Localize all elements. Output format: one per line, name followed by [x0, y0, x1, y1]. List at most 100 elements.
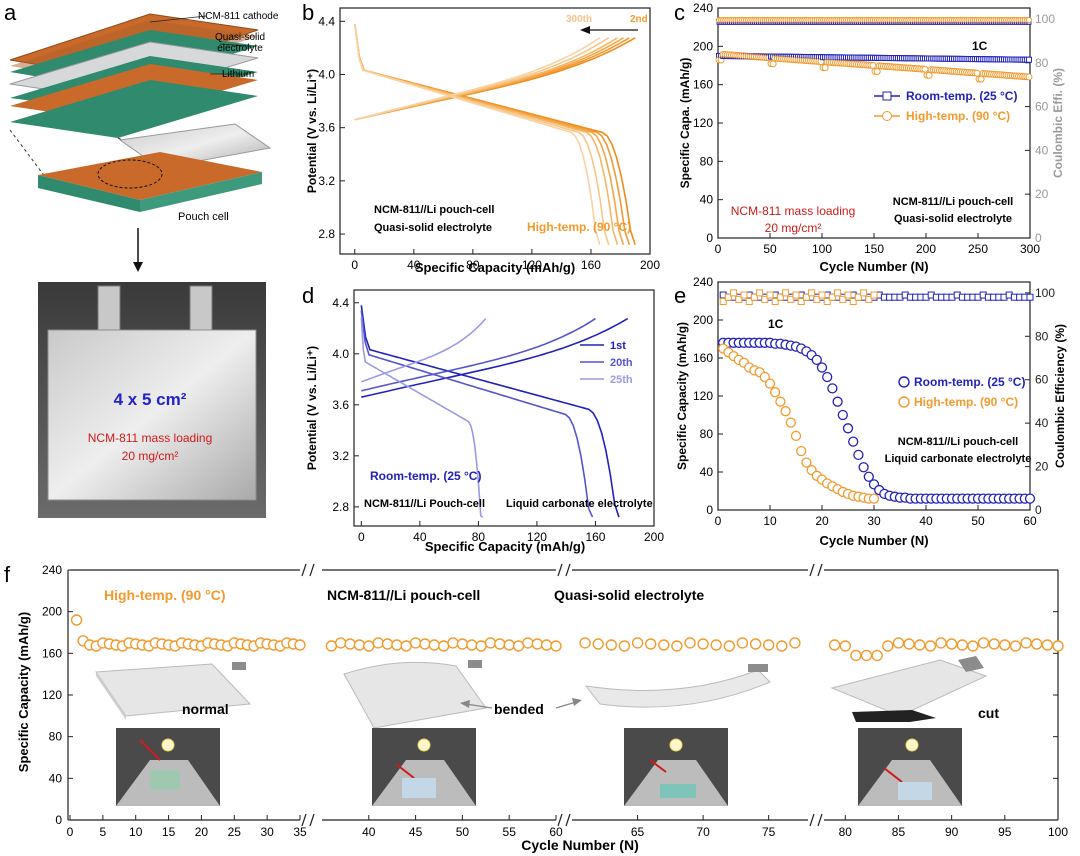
capacity-point — [522, 637, 534, 649]
capacity-point — [645, 638, 657, 650]
legend-d: 1st 20th 25th — [580, 340, 633, 386]
legend-d-20th: 20th — [610, 357, 633, 369]
y2-tick-label: 80 — [1035, 329, 1049, 343]
x-tick-label: 35 — [293, 825, 307, 839]
capacity-point — [828, 639, 841, 651]
axis-break — [557, 563, 563, 577]
rate-label-c: 1C — [972, 39, 988, 53]
x-tick-label: 120 — [522, 258, 542, 272]
capacity-point — [381, 638, 394, 650]
x-tick-label: 30 — [260, 825, 274, 839]
x-tick-label: 50 — [456, 825, 470, 839]
cell-normal-illustration — [95, 662, 252, 720]
x-tick-label: 30 — [867, 514, 881, 528]
x-tick-label: 20 — [195, 825, 209, 839]
room-capacity-point — [1024, 493, 1036, 504]
legend-d-1st: 1st — [610, 340, 626, 352]
capacity-point — [749, 638, 762, 650]
axes-frame-d — [353, 289, 655, 527]
x-tick-label: 80 — [839, 825, 853, 839]
x-tick-label: 40 — [362, 825, 376, 839]
capacity-point — [999, 639, 1011, 651]
xlabel-b: Specific Capacity (mAh/g) — [415, 260, 575, 275]
capacity-point — [475, 640, 487, 652]
y-tick-label: 2.8 — [332, 500, 349, 514]
label-bended: bended — [494, 701, 544, 717]
capacity-point — [1041, 639, 1054, 651]
annotation-f-electrolyte: Quasi-solid electrolyte — [554, 587, 704, 603]
y-tick-label: 240 — [42, 563, 62, 577]
annotation-b-temp: High-temp. (90 °C) — [527, 220, 631, 234]
x-tick-label: 25 — [228, 825, 242, 839]
y-tick-label: 0 — [706, 231, 713, 245]
capacity-point — [1009, 640, 1022, 652]
high-ce-point — [823, 298, 831, 306]
y-tick-label: 80 — [700, 427, 714, 441]
panel-letter-a: a — [4, 0, 17, 25]
capacity-point — [428, 639, 440, 651]
electrolyte-layer-3 — [10, 80, 258, 138]
left-arrow-icon — [580, 26, 590, 34]
y-tick-label: 120 — [693, 389, 713, 403]
markers-c — [715, 16, 1033, 83]
high-ce-point — [854, 293, 862, 301]
x-tick-label: 0 — [351, 258, 358, 272]
capacity-point — [789, 637, 801, 649]
high-capacity-point — [770, 387, 781, 398]
axes-frame-b — [339, 7, 651, 255]
capacity-point — [1052, 640, 1064, 652]
x-tick-label: 40 — [413, 530, 427, 544]
y-tick-label: 240 — [693, 1, 713, 15]
annotation-f-cell: NCM-811//Li pouch-cell — [327, 587, 480, 603]
charge-curve-d — [361, 317, 629, 398]
capacity-point — [631, 637, 644, 649]
pouch-cathode — [38, 152, 262, 200]
capacity-point — [935, 637, 947, 649]
high-capacity-point — [780, 406, 791, 417]
high-ce-point — [849, 298, 857, 306]
legend-d-25th: 25th — [610, 374, 633, 386]
high-capacity-point — [790, 430, 802, 442]
x-tick-label: 40 — [407, 258, 421, 272]
capacity-point — [400, 640, 412, 652]
label-cut: cut — [978, 705, 999, 721]
y2-tick-label: 20 — [1035, 460, 1049, 474]
y2-tick-label: 0 — [1035, 231, 1042, 245]
led-photo-3 — [624, 728, 728, 806]
high-ce-point — [1025, 16, 1033, 24]
capacity-point — [372, 637, 384, 649]
ylabel-d: Potential (V vs. Li/Li⁺) — [305, 346, 319, 470]
x-tick-label: 200 — [916, 242, 936, 256]
legend-b-300th: 300th — [566, 14, 592, 25]
x-tick-label: 50 — [763, 242, 777, 256]
axis-ticks-c: 0 50 100 150 200 250 3000408012016020024002040… — [693, 1, 1055, 256]
legend-e-room: Room-temp. (25 °C) — [914, 375, 1025, 389]
high-capacity-point — [759, 371, 770, 383]
x-tick-label: 100 — [1048, 825, 1068, 839]
room-capacity-point — [827, 383, 838, 394]
high-ce-point — [724, 293, 732, 301]
x-tick-label: 160 — [585, 530, 605, 544]
axis-break — [809, 563, 815, 577]
y2-tick-label: 20 — [1035, 187, 1049, 201]
annotation-e-cell: NCM-811//Li pouch-cell — [898, 436, 1018, 448]
capacity-point — [550, 640, 562, 652]
charge-curve-d — [361, 318, 487, 383]
high-ce-point — [808, 289, 816, 297]
high-ce-point — [870, 291, 878, 299]
axis-break — [809, 813, 815, 827]
pouch-photo: 4 x 5 cm² NCM-811 mass loading 20 mg/cm² — [38, 282, 266, 518]
y-tick-label: 240 — [693, 275, 713, 289]
discharge-curve-d — [360, 310, 594, 518]
capacity-point — [1030, 638, 1043, 650]
x-tick-label: 85 — [892, 825, 906, 839]
layer-stack — [9, 13, 259, 138]
y-tick-label: 3.6 — [332, 398, 349, 412]
axis-ticks-b: 0 40 80 120 160 200 2.8 3.2 3.6 4.0 4.4 — [318, 14, 660, 272]
room-capacity-point — [832, 396, 843, 407]
annotation-b-cell: NCM-811//Li pouch-cell — [374, 204, 494, 216]
annotation-c-loading-1: NCM-811 mass loading — [731, 204, 856, 218]
x-tick-label: 10 — [129, 825, 143, 839]
high-ce-point — [813, 295, 821, 303]
y2label-c: Coulombic Effi. (%) — [1051, 68, 1065, 178]
